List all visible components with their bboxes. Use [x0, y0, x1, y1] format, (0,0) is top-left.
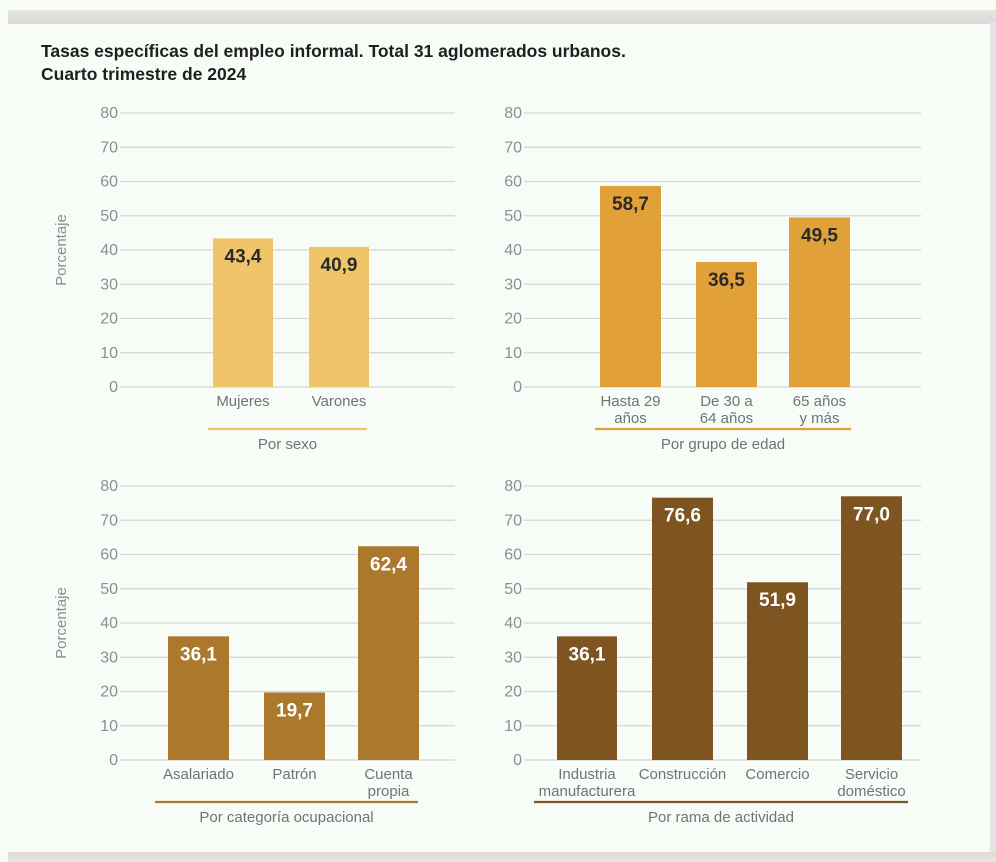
- y-tick-label: 80: [100, 478, 118, 495]
- y-tick-label: 10: [504, 718, 522, 735]
- bar-value-label: 36,5: [708, 270, 745, 291]
- y-tick-label: 30: [100, 276, 118, 293]
- y-tick-label: 40: [504, 615, 522, 632]
- group-title: Por categoría ocupacional: [199, 809, 373, 826]
- bar-value-label: 58,7: [612, 194, 649, 215]
- bar: [213, 238, 273, 387]
- right-page-edge: [990, 22, 996, 852]
- figure-title-line-2: Cuarto trimestre de 2024: [41, 64, 247, 84]
- y-tick-label: 40: [100, 615, 118, 632]
- y-tick-label: 40: [504, 242, 522, 259]
- bar-value-label: 51,9: [759, 590, 796, 611]
- y-axis-label: Porcentaje: [53, 587, 70, 659]
- category-label: Servicio: [845, 766, 898, 783]
- category-label: Hasta 29: [600, 393, 660, 410]
- y-tick-label: 40: [100, 242, 118, 259]
- category-label: 64 años: [700, 410, 753, 427]
- y-tick-label: 0: [109, 379, 118, 396]
- category-label: Patrón: [272, 766, 316, 783]
- y-tick-label: 70: [100, 512, 118, 529]
- category-label: Asalariado: [163, 766, 234, 783]
- top-page-band: [8, 10, 996, 24]
- category-label: Industria: [558, 766, 616, 783]
- bar-value-label: 40,9: [321, 255, 358, 276]
- y-tick-label: 30: [504, 649, 522, 666]
- bar: [557, 636, 617, 760]
- y-tick-label: 80: [504, 478, 522, 495]
- bar-value-label: 76,6: [664, 506, 701, 527]
- bar: [358, 546, 419, 760]
- category-label: y más: [799, 410, 839, 427]
- y-tick-label: 50: [100, 208, 118, 225]
- category-label: Varones: [312, 393, 367, 410]
- y-tick-label: 0: [513, 379, 522, 396]
- y-tick-label: 10: [504, 345, 522, 362]
- category-label: Mujeres: [216, 393, 269, 410]
- category-label: doméstico: [837, 783, 905, 800]
- bar: [747, 582, 808, 760]
- y-tick-label: 60: [504, 547, 522, 564]
- category-label: años: [614, 410, 647, 427]
- bar: [600, 185, 661, 387]
- bottom-page-band: [8, 852, 996, 862]
- group-title: Por sexo: [258, 436, 317, 453]
- category-label: propia: [368, 783, 410, 800]
- group-title: Por rama de actividad: [648, 809, 794, 826]
- y-tick-label: 50: [504, 208, 522, 225]
- category-label: Construcción: [639, 766, 727, 783]
- category-label: 65 años: [793, 393, 846, 410]
- y-tick-label: 50: [504, 581, 522, 598]
- category-label: Comercio: [745, 766, 809, 783]
- y-tick-label: 50: [100, 581, 118, 598]
- y-tick-label: 70: [504, 512, 522, 529]
- figure-title: Tasas específicas del empleo informal. T…: [41, 40, 626, 86]
- bar-value-label: 49,5: [801, 225, 838, 246]
- bar: [309, 246, 369, 387]
- y-tick-label: 0: [513, 752, 522, 769]
- bar-value-label: 36,1: [180, 644, 217, 665]
- category-label: De 30 a: [700, 393, 753, 410]
- bar-value-label: 62,4: [370, 554, 407, 575]
- category-label: Cuenta: [364, 766, 413, 783]
- y-tick-label: 70: [100, 139, 118, 156]
- y-tick-label: 20: [504, 684, 522, 701]
- bar: [696, 261, 757, 387]
- y-tick-label: 20: [504, 311, 522, 328]
- bar: [264, 692, 325, 760]
- bar: [168, 636, 229, 760]
- category-label: manufacturera: [539, 783, 636, 800]
- y-tick-label: 30: [100, 649, 118, 666]
- bar: [841, 496, 902, 760]
- y-tick-label: 20: [100, 311, 118, 328]
- y-tick-label: 10: [100, 718, 118, 735]
- y-tick-label: 60: [100, 547, 118, 564]
- bar: [789, 217, 850, 387]
- bar-value-label: 43,4: [225, 246, 262, 267]
- bar-value-label: 36,1: [569, 644, 606, 665]
- y-tick-label: 80: [504, 105, 522, 122]
- group-title: Por grupo de edad: [661, 436, 785, 453]
- y-tick-label: 0: [109, 752, 118, 769]
- y-tick-label: 10: [100, 345, 118, 362]
- y-tick-label: 70: [504, 139, 522, 156]
- figure-title-line-1: Tasas específicas del empleo informal. T…: [41, 41, 626, 61]
- bar-value-label: 77,0: [853, 504, 890, 525]
- y-tick-label: 60: [100, 174, 118, 191]
- y-tick-label: 30: [504, 276, 522, 293]
- bar: [652, 497, 713, 760]
- y-axis-label: Porcentaje: [53, 214, 70, 286]
- y-tick-label: 80: [100, 105, 118, 122]
- y-tick-label: 60: [504, 174, 522, 191]
- bar-value-label: 19,7: [276, 701, 313, 722]
- y-tick-label: 20: [100, 684, 118, 701]
